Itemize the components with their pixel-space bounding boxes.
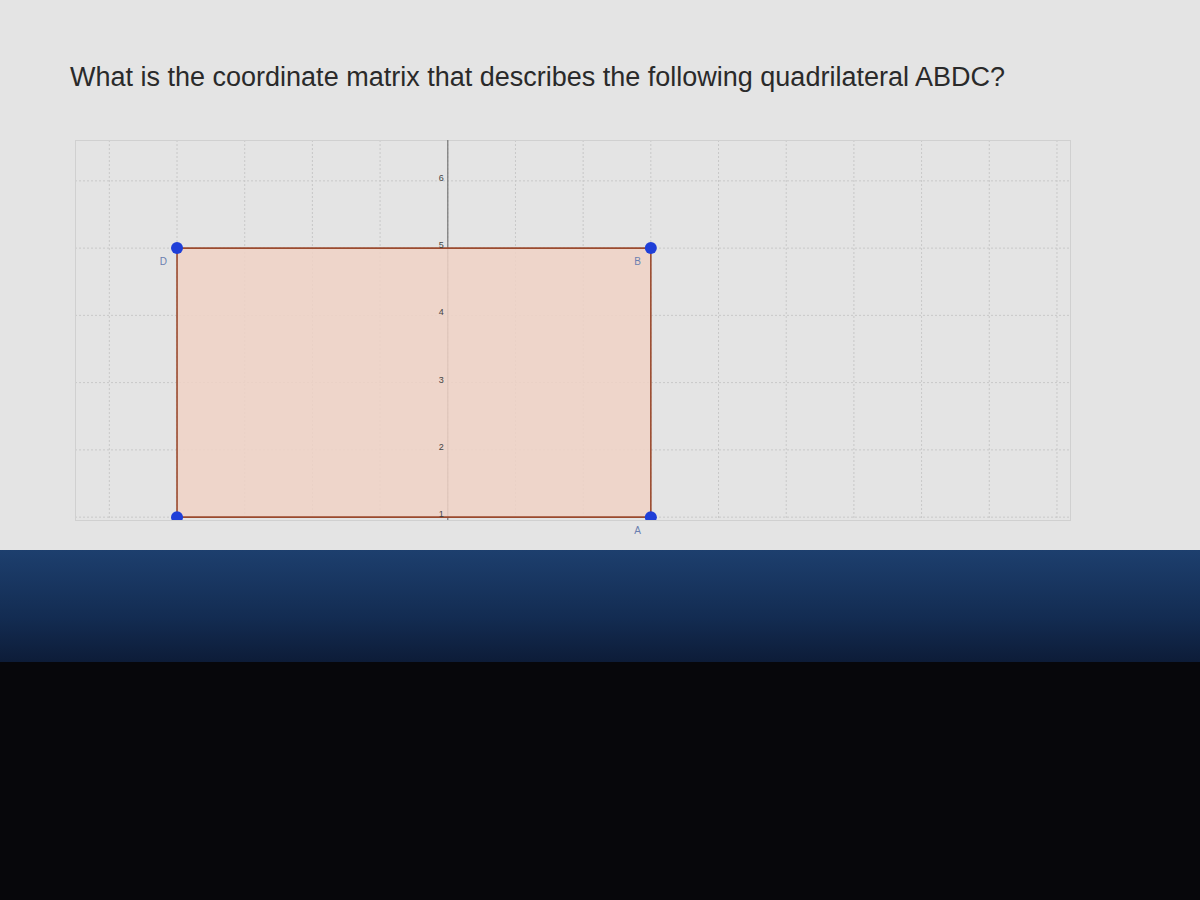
- html-text:What is the coordinate matrix: What is the coordinate matrix that descr…: [70, 62, 1005, 92]
- svg-text:2: 2: [439, 442, 444, 452]
- svg-text:A: A: [634, 525, 641, 536]
- svg-text:D: D: [160, 256, 167, 267]
- svg-text:6: 6: [439, 173, 444, 183]
- svg-text:3: 3: [439, 375, 444, 385]
- svg-text:5: 5: [439, 240, 444, 250]
- svg-text:1: 1: [439, 509, 444, 519]
- svg-text:B: B: [634, 256, 641, 267]
- svg-text:4: 4: [439, 307, 444, 317]
